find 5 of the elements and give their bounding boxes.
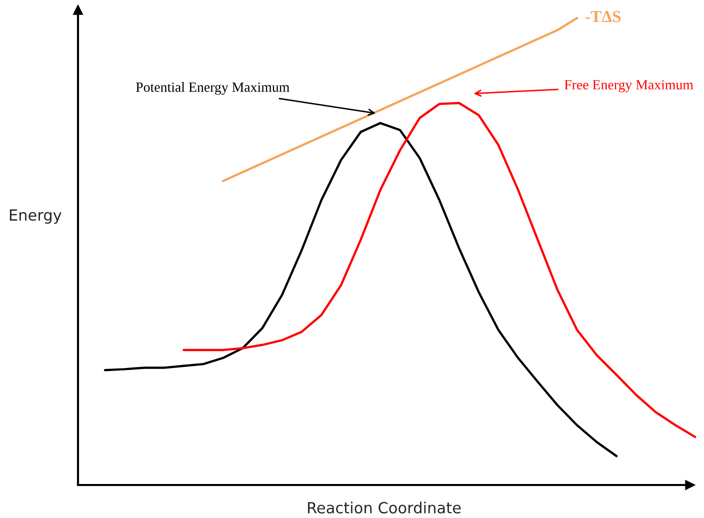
annotation: Free Energy Maximum <box>564 80 694 92</box>
x-axis-title: Reaction Coordinate <box>308 502 461 514</box>
series-label: -TΔS <box>586 10 621 22</box>
annotation: Potential Energy Maximum <box>136 82 290 95</box>
y-axis-title: Energy <box>10 209 62 224</box>
